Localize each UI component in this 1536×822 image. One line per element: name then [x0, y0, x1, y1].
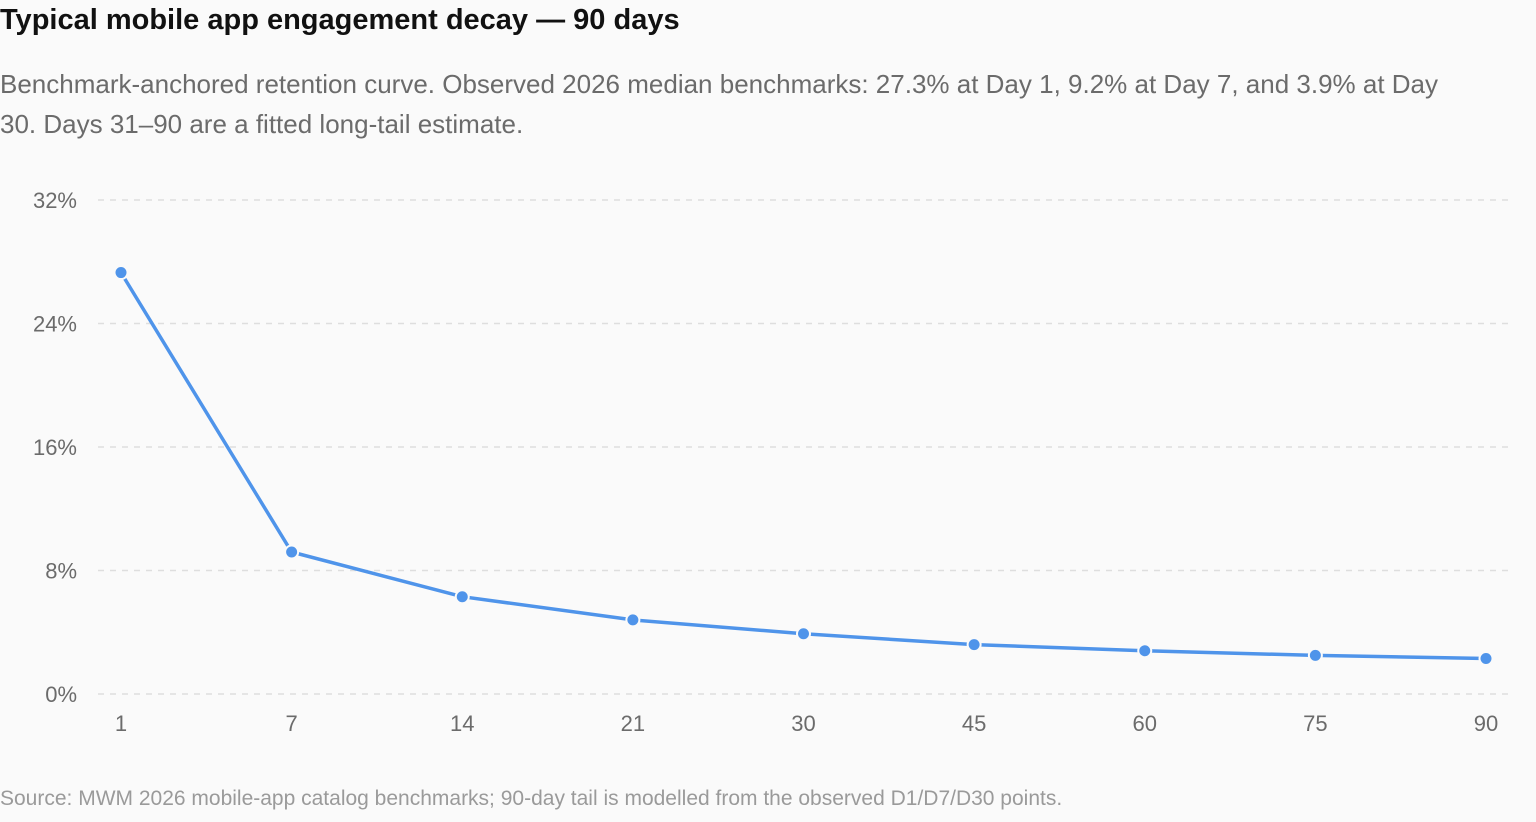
y-tick-label: 8% — [45, 559, 77, 584]
data-point — [284, 544, 300, 560]
y-tick-label: 24% — [33, 312, 77, 337]
data-point — [113, 265, 129, 281]
series-retention — [113, 265, 1494, 666]
chart-title: Typical mobile app engagement decay — 90… — [0, 4, 680, 36]
chart-subtitle: Benchmark-anchored retention curve. Obse… — [0, 69, 1439, 139]
x-tick-label: 45 — [962, 711, 986, 736]
x-tick-label: 60 — [1133, 711, 1157, 736]
y-tick-label: 32% — [33, 188, 77, 213]
source-note: Source: MWM 2026 mobile-app catalog benc… — [0, 787, 1063, 810]
data-point — [454, 589, 470, 605]
x-tick-label: 14 — [450, 711, 474, 736]
series-line — [119, 270, 1488, 661]
data-point — [796, 626, 811, 642]
x-axis-tick-labels: 1 7 14 21 30 45 60 75 90 — [115, 711, 1498, 736]
x-tick-label: 90 — [1474, 711, 1498, 736]
y-axis-tick-labels: 0% 8% 16% 24% 32% — [33, 188, 77, 707]
data-point — [625, 612, 641, 628]
x-tick-label: 21 — [621, 711, 645, 736]
y-tick-label: 16% — [33, 435, 77, 460]
data-point — [1307, 647, 1323, 663]
y-tick-label: 0% — [45, 682, 77, 707]
x-tick-label: 1 — [115, 711, 127, 736]
x-tick-label: 30 — [791, 711, 815, 736]
data-point — [1137, 643, 1153, 659]
data-point — [1478, 650, 1494, 666]
y-gridlines — [98, 199, 1508, 695]
x-tick-label: 7 — [286, 711, 298, 736]
x-tick-label: 75 — [1303, 711, 1327, 736]
data-point — [966, 637, 982, 653]
